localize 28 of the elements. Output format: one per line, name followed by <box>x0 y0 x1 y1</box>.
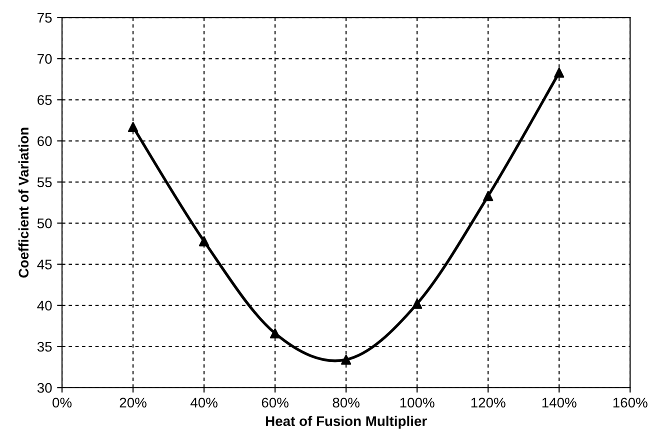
x-tick-label: 0% <box>52 398 72 408</box>
x-tick-label: 100% <box>400 398 434 408</box>
y-tick-label: 60 <box>38 136 52 146</box>
y-tick-label: 35 <box>37 342 52 352</box>
point <box>554 68 564 78</box>
y-tick-label: 45 <box>37 260 52 270</box>
x-tick-label: 140% <box>542 398 576 408</box>
x-tick-label: 40% <box>190 398 218 408</box>
y-tick-label: 55 <box>37 177 52 188</box>
y-tick-label: 50 <box>37 218 52 228</box>
point <box>341 354 352 365</box>
x-tick-label: 80% <box>332 398 360 408</box>
y-axis-title: Coefficient of Variation <box>18 128 29 278</box>
y-tick-label: 70 <box>38 54 52 64</box>
x-axis-title: Heat of Fusion Multiplier <box>266 416 427 429</box>
y-tick-label: 65 <box>38 95 52 105</box>
point <box>270 328 280 338</box>
point <box>412 298 422 309</box>
x-tick-label: 20% <box>120 398 146 408</box>
point <box>128 122 138 132</box>
y-tick-label: 75 <box>38 12 52 23</box>
point <box>198 236 210 246</box>
x-tick-label: 160% <box>613 398 648 408</box>
point <box>483 190 494 202</box>
y-tick-label: 30 <box>37 382 52 393</box>
x-tick-label: 120% <box>471 398 506 408</box>
y-tick-label: 40 <box>37 300 52 311</box>
x-tick-label: 60% <box>262 398 288 408</box>
